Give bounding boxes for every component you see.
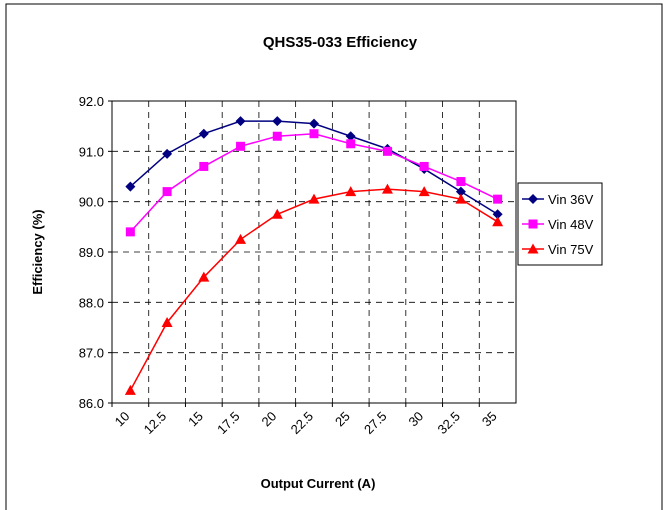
data-point: [124, 384, 136, 395]
data-point: [309, 129, 319, 139]
chart-title: QHS35-033 Efficiency: [263, 34, 418, 51]
legend-label: Vin 75V: [548, 242, 594, 257]
data-point: [199, 161, 209, 171]
data-point: [235, 233, 247, 244]
data-point: [125, 227, 135, 237]
y-tick-label: 90.0: [79, 195, 104, 210]
data-point: [272, 131, 282, 141]
data-point: [162, 148, 173, 159]
y-tick-label: 87.0: [79, 346, 104, 361]
data-point: [492, 216, 504, 227]
data-point: [161, 316, 173, 327]
data-point: [235, 116, 246, 127]
data-point: [419, 161, 429, 171]
data-point: [236, 141, 246, 151]
legend-label: Vin 48V: [548, 217, 594, 232]
data-point: [198, 128, 209, 139]
data-point: [345, 186, 357, 197]
data-point: [198, 271, 210, 282]
y-tick-label: 88.0: [79, 295, 104, 310]
y-tick-label: 86.0: [79, 396, 104, 411]
data-point: [382, 146, 392, 156]
data-point: [492, 209, 503, 220]
data-point: [346, 139, 356, 149]
data-point: [162, 187, 172, 197]
y-axis-title: Efficiency (%): [30, 209, 45, 294]
data-point: [271, 208, 283, 219]
data-point: [418, 186, 430, 197]
data-point: [455, 186, 466, 197]
y-tick-label: 92.0: [79, 94, 104, 109]
plot-border: [111, 100, 517, 404]
data-point: [125, 181, 136, 192]
x-axis-title: Output Current (A): [261, 476, 376, 491]
data-point: [272, 116, 283, 127]
data-point: [455, 193, 467, 204]
legend-label: Vin 36V: [548, 192, 594, 207]
y-tick-label: 91.0: [79, 144, 104, 159]
data-point: [309, 118, 319, 129]
data-point: [456, 177, 466, 187]
data-point: [308, 193, 320, 204]
legend-marker: [527, 243, 539, 254]
data-point: [493, 194, 503, 204]
legend-marker: [528, 194, 538, 204]
y-tick-label: 89.0: [79, 245, 104, 260]
data-point: [381, 183, 393, 194]
data-point: [345, 131, 356, 142]
legend-marker: [528, 219, 538, 229]
